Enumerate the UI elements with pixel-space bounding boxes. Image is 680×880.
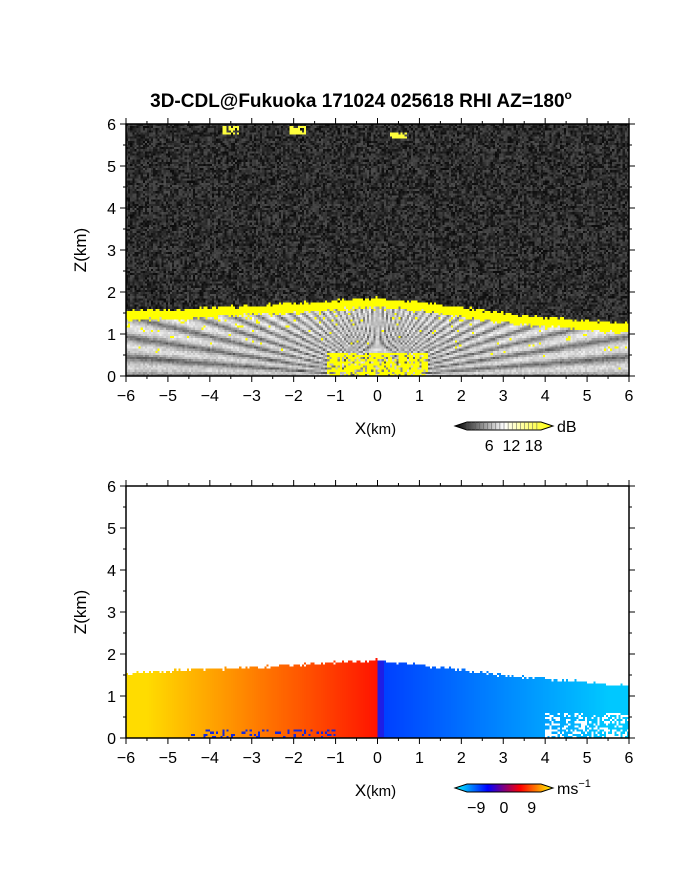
x-tick-label: 1 [415, 750, 424, 767]
x-tick-label: 6 [625, 750, 634, 767]
x-tick-label: −1 [326, 750, 344, 767]
x-axis-title: X(km) [355, 781, 396, 800]
colorbar-tick-label: 9 [527, 800, 536, 817]
x-tick-label: −2 [285, 750, 303, 767]
heatmap-image [126, 124, 629, 376]
y-tick-label: 4 [107, 563, 116, 580]
x-tick-label: 6 [625, 388, 634, 405]
velocity-panel: −6 −5 −4 −3 −2 −1 0 1 2 3 4 5 6 0 1 2 3 4 5 6 Z(km) X(km) −9 0 9… [71, 479, 635, 817]
figure-title: 3D-CDL@Fukuoka 171024 025618 RHI AZ=180o [150, 88, 572, 112]
x-tick-label: −4 [201, 388, 219, 405]
x-tick-label: 4 [541, 388, 550, 405]
colorbar: 6 12 18 dB [453, 419, 577, 455]
y-tick-label: 4 [107, 201, 116, 218]
heatmap-image [126, 486, 629, 738]
colorbar-unit: dB [557, 419, 577, 436]
x-tick-label: −3 [243, 388, 261, 405]
x-tick-label: −4 [201, 750, 219, 767]
x-tick-label: −5 [159, 388, 177, 405]
y-axis-title: Z(km) [71, 228, 90, 272]
y-tick-label: 0 [107, 731, 116, 748]
y-tick-label: 6 [107, 117, 116, 134]
y-tick-label: 2 [107, 285, 116, 302]
x-axis-title: X(km) [355, 419, 396, 438]
x-tick-label: −6 [117, 750, 135, 767]
colorbar-tick-label: 0 [500, 800, 509, 817]
y-tick-label: 3 [107, 605, 116, 622]
colorbar-bar [453, 783, 555, 793]
x-tick-label: 3 [499, 750, 508, 767]
x-tick-label: 5 [583, 750, 592, 767]
x-tick-label: −2 [285, 388, 303, 405]
x-tick-label: 2 [457, 750, 466, 767]
y-tick-label: 1 [107, 327, 116, 344]
x-tick-label: −6 [117, 388, 135, 405]
x-tick-label: 0 [373, 388, 382, 405]
x-tick-label: 2 [457, 388, 466, 405]
y-tick-label: 5 [107, 159, 116, 176]
colorbar-tick-label: 12 [503, 438, 521, 455]
y-tick-label: 2 [107, 647, 116, 664]
colorbar-unit: ms−1 [557, 778, 591, 798]
y-tick-label: 5 [107, 521, 116, 538]
colorbar-tick-label: −9 [467, 800, 485, 817]
x-tick-label: −1 [326, 388, 344, 405]
x-tick-label: 4 [541, 750, 550, 767]
x-tick-label: −5 [159, 750, 177, 767]
y-axis-title: Z(km) [71, 590, 90, 634]
y-tick-label: 0 [107, 369, 116, 386]
x-tick-label: 1 [415, 388, 424, 405]
y-tick-label: 1 [107, 689, 116, 706]
colorbar-tick-label: 18 [525, 438, 543, 455]
y-tick-label: 3 [107, 243, 116, 260]
x-tick-label: −3 [243, 750, 261, 767]
x-tick-label: 5 [583, 388, 592, 405]
y-tick-label: 6 [107, 479, 116, 496]
colorbar: −9 0 9 ms−1 [453, 778, 591, 817]
colorbar-tick-label: 6 [485, 438, 494, 455]
x-tick-label: 3 [499, 388, 508, 405]
x-tick-label: 0 [373, 750, 382, 767]
